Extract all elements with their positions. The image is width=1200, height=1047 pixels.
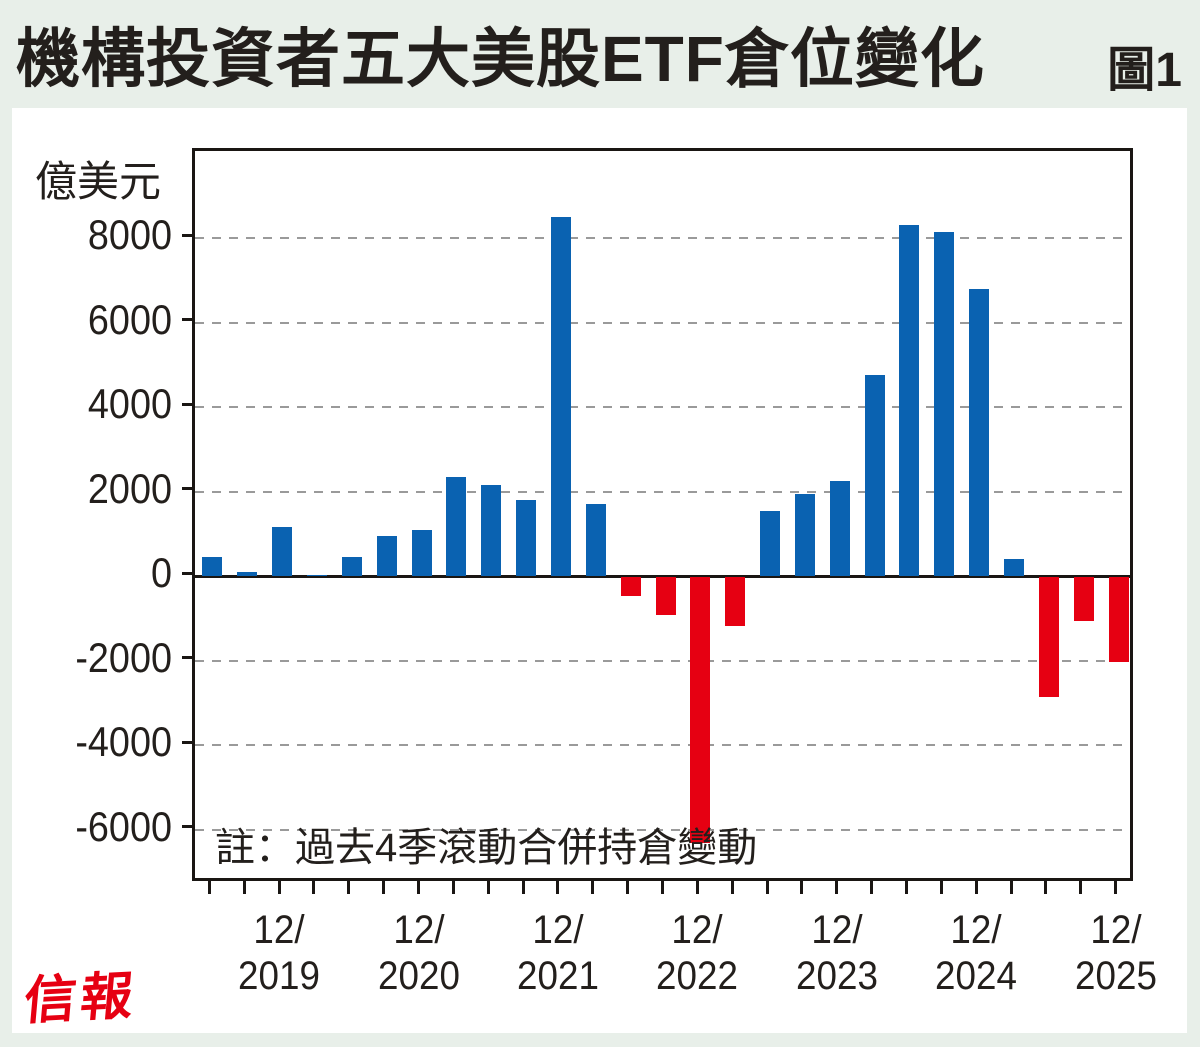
publisher-logo: 信報 (21, 967, 140, 1031)
bar-6-2024 (899, 225, 920, 576)
x-tick-mark-12-2022 (695, 881, 699, 894)
bar-12-2021 (550, 216, 571, 576)
bar-9-2022 (655, 577, 676, 616)
bar-9-2023 (794, 493, 815, 576)
x-tick-mark-3-2022 (591, 881, 595, 894)
footnote: 註：過去4季滾動合併持倉變動 (215, 826, 758, 870)
x-tick-mark-6-2019 (207, 881, 211, 894)
gridline--6000 (195, 828, 1130, 831)
y-tick-label-0: 0 (150, 549, 172, 596)
y-tick-mark-6000 (182, 318, 193, 321)
x-tick-mark-9-2019 (242, 881, 246, 894)
gridline--4000 (195, 744, 1130, 746)
x-tick-mark-9-2023 (800, 881, 804, 894)
x-tick-mark-12-2024 (974, 881, 978, 894)
gridline-8000 (195, 237, 1130, 239)
y-tick-mark--4000 (182, 740, 193, 744)
zero-axis-line (195, 574, 1130, 578)
bar-3-2025 (1004, 559, 1025, 576)
y-tick-label-6000: 6000 (87, 295, 172, 343)
bar-6-2025 (1038, 577, 1059, 698)
bar-6-2022 (620, 577, 641, 596)
x-tick-mark-9-2025 (1079, 881, 1083, 894)
bar-12-2024 (969, 288, 990, 576)
bar-6-2021 (481, 485, 502, 576)
y-tick-mark-4000 (182, 402, 193, 406)
gridline--2000 (195, 659, 1130, 662)
bar-3-2022 (585, 504, 606, 576)
bar-12-2020 (411, 529, 432, 576)
x-axis-label-12-2023: 12/2023 (795, 908, 878, 998)
x-axis-label-12-2025: 12/2025 (1074, 908, 1157, 998)
x-tick-mark-3-2025 (1009, 881, 1013, 894)
plot-area: 註：過去4季滾動合併持倉變動 (192, 148, 1133, 881)
bar-3-2023 (725, 577, 746, 626)
x-tick-mark-9-2022 (661, 881, 664, 894)
y-tick-label--2000: -2000 (75, 633, 172, 681)
bar-9-2019 (237, 571, 258, 576)
x-tick-mark-3-2023 (730, 881, 734, 894)
x-tick-mark-12-2025 (1114, 881, 1118, 894)
bar-9-2021 (516, 499, 537, 576)
x-axis-label-12-2021: 12/2021 (516, 908, 599, 998)
x-tick-mark-6-2020 (347, 881, 351, 894)
x-tick-mark-12-2021 (556, 881, 560, 894)
x-tick-mark-3-2021 (451, 881, 455, 894)
y-tick-mark--2000 (182, 656, 193, 659)
x-tick-mark-3-2020 (312, 881, 316, 894)
bar-12-2022 (690, 577, 711, 844)
x-tick-mark-12-2020 (417, 881, 421, 894)
gridline-2000 (195, 490, 1130, 493)
bar-6-2023 (760, 510, 781, 576)
bar-9-2025 (1073, 577, 1094, 622)
x-tick-mark-6-2023 (765, 881, 769, 894)
x-tick-mark-6-2021 (486, 881, 490, 894)
gridline-4000 (195, 406, 1130, 408)
y-tick-label-8000: 8000 (87, 211, 172, 258)
bar-3-2020 (306, 574, 327, 576)
x-axis-label-12-2020: 12/2020 (377, 908, 460, 998)
bar-12-2023 (829, 480, 850, 576)
y-tick-label--6000: -6000 (75, 802, 172, 850)
x-tick-mark-9-2021 (521, 881, 525, 894)
y-tick-label-2000: 2000 (87, 464, 172, 512)
x-tick-mark-6-2025 (1044, 881, 1048, 894)
x-tick-mark-6-2024 (904, 881, 908, 894)
y-tick-label-4000: 4000 (87, 380, 172, 427)
x-tick-mark-6-2022 (626, 881, 630, 894)
x-axis-label-12-2024: 12/2024 (935, 908, 1018, 998)
bar-3-2021 (446, 476, 467, 576)
y-axis-unit-label: 億美元 (35, 158, 162, 205)
x-tick-mark-9-2020 (382, 881, 386, 894)
x-tick-mark-12-2023 (835, 881, 839, 894)
bar-3-2024 (864, 375, 885, 576)
page-title: 機構投資者五大美股ETF倉位變化 (16, 23, 985, 95)
x-tick-mark-9-2024 (939, 881, 943, 894)
bar-6-2020 (341, 556, 362, 576)
y-tick-mark-0 (182, 571, 193, 575)
y-tick-mark-8000 (182, 233, 193, 237)
y-tick-mark--6000 (182, 825, 193, 828)
bar-6-2019 (202, 556, 223, 576)
y-tick-mark-2000 (182, 487, 193, 490)
gridline-6000 (195, 321, 1130, 324)
x-tick-mark-3-2024 (870, 881, 874, 894)
x-tick-mark-12-2019 (277, 881, 281, 894)
figure-number-label: 圖1 (1107, 44, 1182, 97)
bar-9-2024 (934, 231, 955, 576)
bar-9-2020 (376, 535, 397, 576)
x-axis-label-12-2022: 12/2022 (656, 908, 739, 998)
y-tick-label--4000: -4000 (75, 718, 172, 765)
bar-12-2019 (272, 527, 293, 576)
chart-panel: 億美元 8000 6000 4000 2000 0 -2000 -4000 -6000 註：過… (12, 108, 1187, 1033)
bar-12-2025 (1108, 577, 1129, 662)
x-axis-label-12-2019: 12/2019 (238, 908, 321, 998)
